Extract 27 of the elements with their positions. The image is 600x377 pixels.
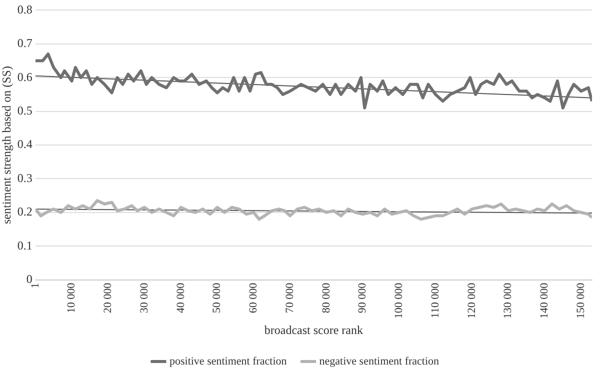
- x-tick-label: 40 000: [174, 282, 187, 314]
- x-tick-label: 70 000: [284, 282, 296, 314]
- x-tick-label: 150 000: [574, 282, 587, 319]
- x-tick-label: 80 000: [320, 282, 332, 314]
- x-tick-label: 90 000: [356, 282, 369, 314]
- y-tick-label: 0.5: [17, 103, 32, 118]
- x-axis-title: broadcast score rank: [264, 322, 364, 337]
- y-tick-label: 0.4: [17, 137, 32, 152]
- y-tick-label: 0.2: [17, 204, 32, 219]
- y-tick-label: 0.6: [17, 70, 32, 84]
- x-tick-label: 110 000: [429, 282, 442, 318]
- x-tick-label: 10 000: [66, 282, 78, 314]
- x-tick-label: 100 000: [393, 282, 406, 319]
- y-tick-label: 0.3: [17, 170, 32, 185]
- x-tick-label: 120 000: [466, 282, 478, 319]
- legend-label: negative sentiment fraction: [319, 355, 440, 368]
- x-tick-label: 20 000: [102, 282, 114, 314]
- y-tick-label: 0.1: [17, 238, 32, 252]
- x-tick-label: 30 000: [138, 282, 150, 314]
- x-tick-label: 50 000: [211, 282, 224, 314]
- x-tick-label: 130 000: [502, 282, 514, 319]
- y-tick-label: 0.7: [17, 36, 32, 50]
- x-tick-label: 60 000: [248, 282, 260, 314]
- x-tick-label: 140 000: [538, 282, 551, 319]
- legend-label: positive sentiment fraction: [169, 355, 288, 368]
- y-tick-label: 0.8: [17, 2, 32, 16]
- y-axis-title: sentiment strength based on (SS): [0, 66, 14, 224]
